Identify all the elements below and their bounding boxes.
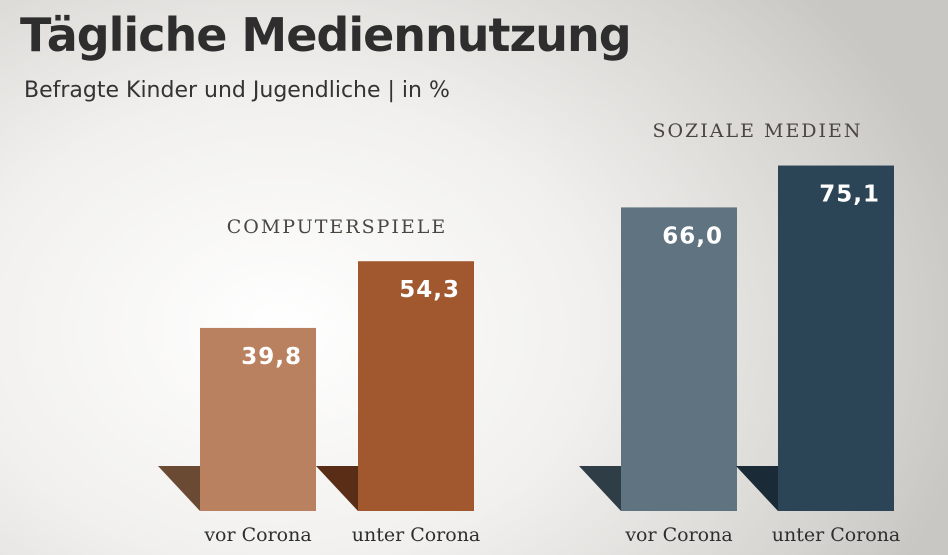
chart-subtitle: Befragte Kinder und Jugendliche | in %: [24, 78, 450, 103]
value-label: 75,1: [819, 182, 880, 208]
value-label: 39,8: [241, 344, 302, 370]
bar-shadow: [579, 466, 621, 511]
bar-shadow: [736, 466, 778, 511]
group-title: COMPUTERSPIELE: [227, 216, 448, 238]
value-label: 54,3: [399, 277, 460, 303]
category-label: unter Corona: [352, 524, 481, 546]
category-label: vor Corona: [624, 524, 732, 546]
category-label: vor Corona: [203, 524, 311, 546]
bar: [778, 165, 894, 512]
value-label: 66,0: [662, 223, 723, 249]
group-title: SOZIALE MEDIEN: [652, 120, 862, 142]
bar-shadow: [316, 466, 358, 511]
category-label: unter Corona: [772, 524, 901, 546]
bar: [358, 261, 474, 511]
bar: [200, 327, 316, 511]
bar: [621, 207, 737, 511]
bar-shadow: [158, 466, 200, 511]
chart-title: Tägliche Mediennutzung: [20, 8, 632, 62]
